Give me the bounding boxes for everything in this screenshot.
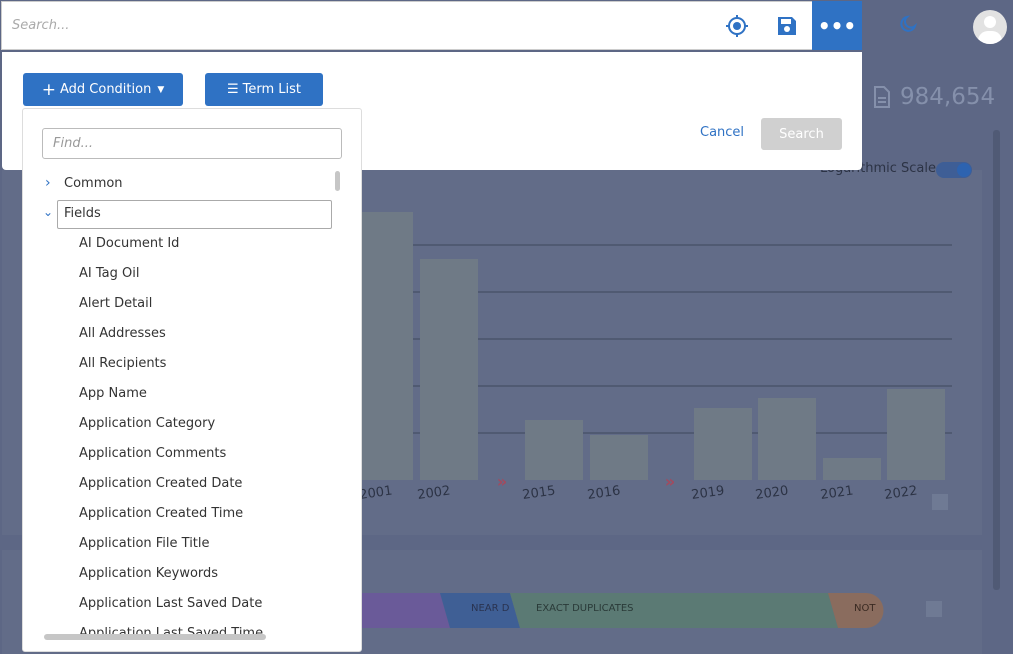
field-item[interactable]: Application Last Saved Date bbox=[79, 596, 263, 611]
save-icon[interactable] bbox=[777, 16, 797, 36]
collapse-icon[interactable]: ⌄ bbox=[43, 205, 54, 219]
horizontal-scrollbar[interactable] bbox=[44, 634, 266, 640]
x-axis-label: 2021 bbox=[819, 484, 854, 503]
field-item[interactable]: AI Document Id bbox=[79, 236, 180, 251]
theme-icon[interactable] bbox=[897, 14, 919, 34]
x-axis-label: 2022 bbox=[883, 484, 918, 503]
field-item[interactable]: Application File Title bbox=[79, 536, 210, 551]
x-axis-label: 2001 bbox=[358, 484, 393, 503]
document-icon bbox=[874, 86, 890, 108]
find-input[interactable]: Find... bbox=[42, 128, 342, 159]
find-placeholder: Find... bbox=[53, 136, 93, 151]
field-item[interactable]: Application Comments bbox=[79, 446, 227, 461]
field-item[interactable]: AI Tag Oil bbox=[79, 266, 140, 281]
x-axis-label: 2002 bbox=[416, 484, 451, 503]
add-condition-label: Add Condition bbox=[59, 82, 152, 97]
field-item[interactable]: Alert Detail bbox=[79, 296, 153, 311]
x-axis-label: 2019 bbox=[690, 484, 725, 503]
add-condition-button[interactable]: + Add Condition ▼ bbox=[23, 73, 183, 106]
x-axis-label: 2015 bbox=[521, 484, 556, 503]
duplicate-segment: NEAR D bbox=[471, 603, 510, 614]
x-axis-label: 2016 bbox=[586, 484, 621, 503]
expand-icon[interactable]: › bbox=[45, 175, 51, 191]
field-item[interactable]: Application Created Date bbox=[79, 476, 243, 491]
field-item[interactable]: App Name bbox=[79, 386, 147, 401]
avatar[interactable] bbox=[973, 10, 1007, 44]
group-label[interactable]: Fields bbox=[64, 206, 101, 221]
search-placeholder: Search... bbox=[12, 18, 70, 33]
group-label[interactable]: Common bbox=[64, 176, 123, 191]
duplicate-segment: NOT bbox=[854, 603, 876, 614]
vertical-scrollbar[interactable] bbox=[335, 171, 340, 191]
duplicate-segment: EXACT DUPLICATES bbox=[536, 603, 634, 614]
field-item[interactable]: Application Keywords bbox=[79, 566, 219, 581]
group-selected[interactable] bbox=[57, 200, 332, 229]
more-button[interactable]: ••• bbox=[812, 1, 862, 50]
field-item[interactable]: All Recipients bbox=[79, 356, 167, 371]
term-list-label: Term List bbox=[242, 82, 302, 97]
log-scale-toggle[interactable] bbox=[936, 162, 972, 178]
search-bar[interactable]: Search... bbox=[1, 1, 862, 50]
field-item[interactable]: Application Created Time bbox=[79, 506, 244, 521]
document-count: 984,654 bbox=[900, 84, 996, 110]
locate-icon[interactable] bbox=[725, 14, 749, 38]
svg-text:»: » bbox=[665, 472, 675, 491]
field-picker: Find... › Common ⌄ Fields AI Document Id… bbox=[22, 108, 362, 652]
svg-text:»: » bbox=[497, 472, 507, 491]
field-item[interactable]: All Addresses bbox=[79, 326, 166, 341]
x-axis-label: 2020 bbox=[754, 484, 789, 503]
field-item[interactable]: Application Category bbox=[79, 416, 216, 431]
term-list-button[interactable]: ☰ Term List bbox=[205, 73, 323, 106]
cancel-button[interactable]: Cancel bbox=[700, 125, 745, 140]
search-button[interactable]: Search bbox=[761, 118, 842, 150]
